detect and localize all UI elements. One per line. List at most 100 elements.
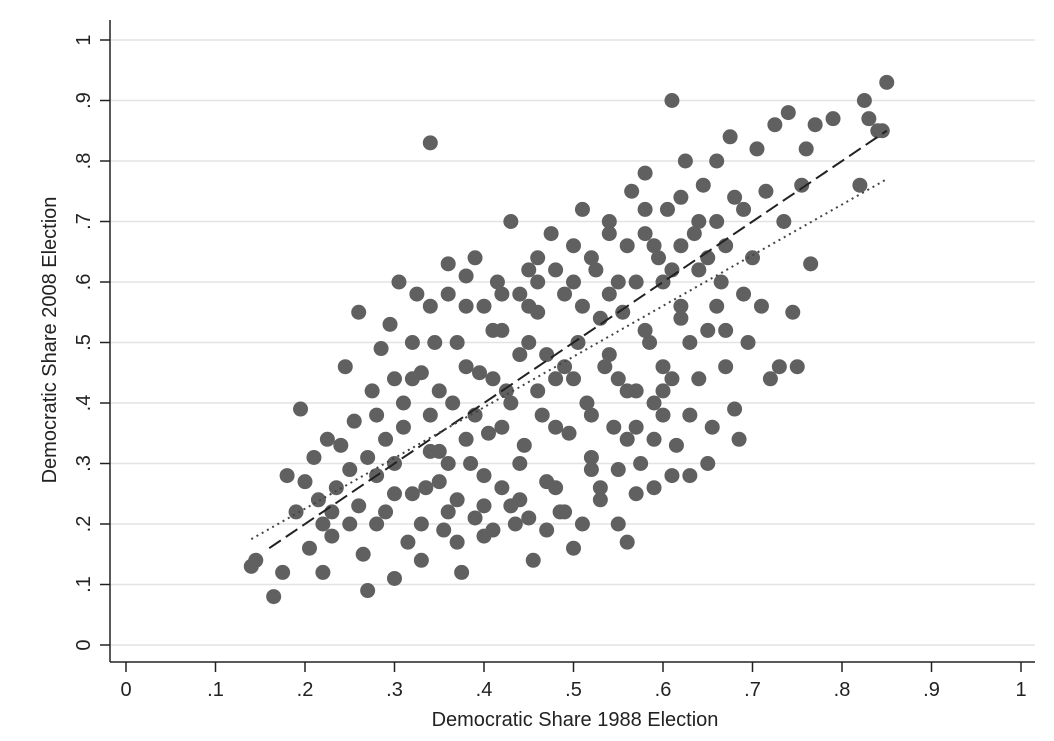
scatter-point [395, 395, 411, 411]
y-axis-title: Democratic Share 2008 Election [39, 197, 61, 484]
scatter-point [418, 480, 434, 496]
scatter-point [458, 298, 474, 314]
scatter-point [628, 419, 644, 435]
scatter-point [574, 298, 590, 314]
scatter-point [601, 347, 617, 363]
scatter-point [373, 341, 389, 357]
scatter-point [664, 468, 680, 484]
scatter-point [480, 425, 496, 441]
scatter-point [628, 274, 644, 290]
scatter-point [619, 383, 635, 399]
scatter-point [709, 214, 725, 229]
scatter-point [333, 437, 349, 453]
scatter-point [682, 335, 698, 350]
scatter-point [637, 165, 653, 181]
scatter-point [557, 504, 573, 520]
scatter-point [709, 153, 725, 169]
scatter-point [655, 407, 671, 423]
scatter-point [512, 286, 528, 302]
scatter-point [807, 117, 823, 133]
scatter-point [467, 510, 483, 526]
scatter-point [422, 407, 438, 423]
scatter-point [319, 431, 335, 447]
scatter-point [718, 322, 734, 338]
scatter-point [266, 589, 282, 605]
scatter-point [566, 371, 581, 387]
scatter-point [727, 189, 743, 205]
scatter-point [288, 504, 304, 520]
scatter-point [794, 177, 810, 193]
scatter-point [548, 371, 564, 387]
scatter-point [346, 413, 362, 429]
scatter-point [597, 359, 613, 375]
scatter-point [673, 238, 689, 254]
scatter-point [574, 516, 590, 532]
scatter-point [557, 286, 573, 302]
scatter-point [610, 462, 626, 478]
scatter-point [601, 286, 617, 302]
scatter-point [543, 226, 559, 242]
scatter-point [610, 371, 626, 387]
scatter-point [601, 214, 617, 229]
scatter-point [494, 419, 510, 435]
scatter-point [378, 431, 394, 447]
x-tick-label: 1 [1015, 679, 1026, 701]
scatter-point [610, 274, 626, 290]
scatter-point [485, 522, 501, 538]
scatter-point [566, 238, 581, 254]
scatter-point [758, 183, 774, 199]
scatter-point [727, 401, 743, 417]
scatter-point [673, 310, 689, 326]
scatter-point [395, 419, 411, 435]
scatter-point [642, 335, 658, 350]
scatter-point [306, 449, 322, 465]
scatter-point [431, 383, 447, 399]
scatter-point [360, 449, 376, 465]
x-tick-label: .3 [386, 679, 403, 701]
scatter-point [709, 298, 725, 314]
scatter-point [382, 316, 398, 332]
scatter-point [785, 304, 801, 320]
scatter-point [677, 153, 693, 169]
tick-labels-layer: 0 .1 .2 .3 .4 .5 .6 .7 .8 .9 1 0 .1 .2 .3 .4 .5 .6 .7 .8 .9 1 [73, 34, 1027, 701]
scatter-point [749, 141, 765, 157]
scatter-point [342, 516, 358, 532]
scatter-point [879, 74, 895, 90]
y-tick-label: .8 [73, 153, 95, 170]
scatter-point [646, 431, 662, 447]
scatter-point [485, 371, 501, 387]
scatter-point [682, 468, 698, 484]
scatter-point [387, 371, 402, 387]
y-tick-label: 1 [73, 34, 95, 45]
scatter-point [521, 298, 537, 314]
scatter-point [606, 419, 622, 435]
y-tick-label: .6 [73, 274, 95, 291]
scatter-point [351, 304, 367, 320]
scatter-point [315, 564, 331, 580]
fit-lines-layer [250, 129, 888, 550]
scatter-point [673, 189, 689, 205]
scatter-point [668, 437, 684, 453]
scatter-point [718, 359, 734, 375]
scatter-point [355, 546, 371, 562]
scatter-point [637, 201, 653, 217]
scatter-point [440, 286, 456, 302]
scatter-point [579, 395, 595, 411]
scatter-point [561, 425, 577, 441]
scatter-point [512, 456, 528, 471]
scatter-point [324, 504, 340, 520]
scatter-point [503, 214, 519, 229]
scatter-point [646, 395, 662, 411]
scatter-point [548, 480, 564, 496]
scatter-point [409, 286, 425, 302]
scatter-point [507, 516, 523, 532]
scatter-point [803, 256, 819, 272]
scatter-point [691, 214, 707, 229]
scatter-point [427, 335, 443, 350]
scatter-point [387, 486, 402, 502]
scatter-point [458, 431, 474, 447]
scatter-point [861, 111, 877, 127]
scatter-point [454, 564, 470, 580]
scatter-point [615, 304, 631, 320]
